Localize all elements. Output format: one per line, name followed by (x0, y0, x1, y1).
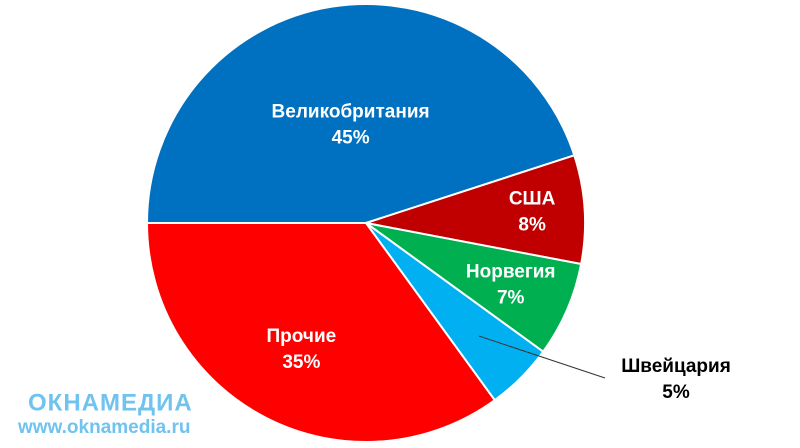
watermark-logo: ОКНАМЕДИА (28, 389, 193, 416)
slice-label: Швейцария (621, 356, 731, 377)
slice-value: 35% (282, 352, 320, 373)
pie-slice (145, 3, 576, 224)
slice-label: Норвегия (466, 262, 556, 283)
slice-value: 7% (497, 288, 525, 309)
slice-label: США (509, 189, 556, 210)
leader-line (478, 335, 606, 379)
slice-value: 45% (332, 128, 370, 149)
pie-slice (365, 154, 586, 266)
slice-label: Прочие (267, 326, 337, 347)
watermark-url: www.oknamedia.ru (17, 417, 190, 438)
slice-label: Великобритания (272, 102, 430, 123)
slice-value: 8% (518, 215, 546, 236)
pie-slice (145, 222, 497, 443)
slice-value: 5% (662, 382, 690, 403)
